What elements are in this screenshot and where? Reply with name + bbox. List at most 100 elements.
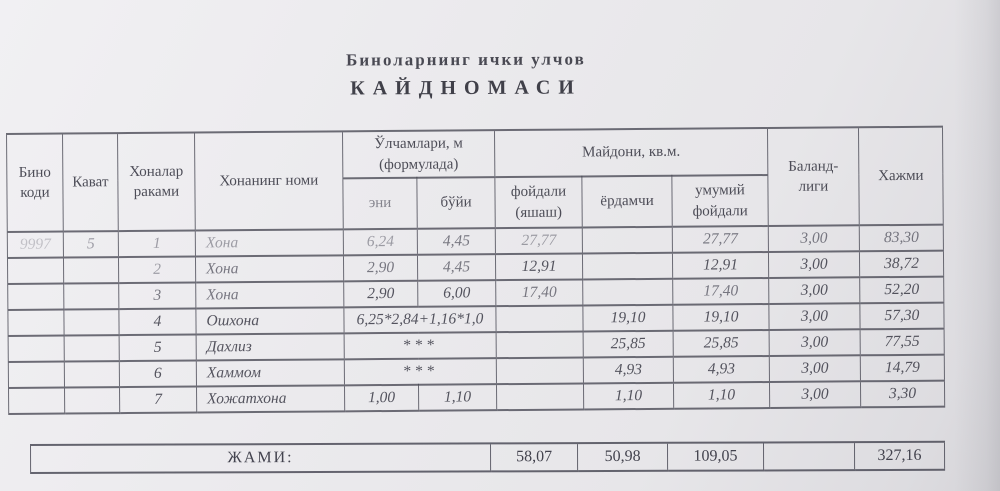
col-header-foydali: фойдали (яшаш): [494, 176, 583, 229]
cell-umumiy: 17,40: [672, 278, 769, 305]
total-balandligi: [763, 442, 855, 471]
cell-room-number: 2: [118, 256, 196, 284]
cell-umumiy: 27,77: [672, 226, 769, 253]
cell-hajmi: 52,20: [859, 276, 944, 304]
cell-room-name: Хожатхона: [196, 385, 345, 413]
cell-eni: 2,90: [343, 280, 418, 308]
col-header-hajmi: Хажми: [858, 126, 944, 226]
cell-yordamchi: 25,85: [583, 330, 674, 358]
cell-qavat: [64, 387, 120, 414]
cell-room-number: 5: [119, 334, 197, 362]
cell-qavat: [64, 335, 120, 362]
cell-umumiy: 1,10: [673, 382, 770, 409]
cell-room-name: Хона: [195, 229, 344, 257]
cell-boyi: 1,10: [418, 384, 497, 411]
cell-eni: 2,90: [343, 254, 418, 282]
cell-yordamchi: 1,10: [583, 382, 674, 410]
cell-room-number: 3: [118, 282, 196, 310]
cell-bino-kodi: 9997: [7, 231, 64, 258]
cell-bino-kodi: [7, 309, 65, 336]
cell-room-name: Хона: [195, 281, 344, 309]
total-umumiy: 109,05: [667, 442, 764, 471]
cell-eni: 1,00: [344, 384, 419, 412]
cell-foydali: 17,40: [495, 279, 583, 307]
col-header-qavat: Кават: [62, 133, 119, 232]
cell-bino-kodi: [7, 283, 64, 310]
cell-balandligi: 3,00: [769, 355, 861, 383]
cell-qavat: [63, 257, 119, 284]
measurements-table: Бино коди Кават Хоналар раками Хонанинг …: [6, 126, 945, 415]
total-label: ЖАМИ:: [30, 443, 491, 473]
cell-hajmi: 14,79: [860, 354, 945, 382]
cell-yordamchi: [582, 226, 673, 254]
cell-hajmi: 3,30: [860, 380, 945, 408]
cell-bino-kodi: [8, 387, 65, 414]
col-header-maydoni: Майдони, кв.м.: [494, 128, 768, 178]
cell-yordamchi: [582, 278, 673, 306]
cell-room-number: 7: [119, 386, 197, 414]
cell-room-name: Хона: [195, 255, 344, 283]
document-subtitle: КАЙДНОМАСИ: [350, 76, 582, 100]
cell-formula: 6,25*2,84+1,16*1,0: [343, 306, 497, 334]
col-header-boyi: бўйи: [416, 177, 496, 229]
col-header-balandligi: Баланд- лиги: [767, 127, 860, 227]
cell-foydali: [496, 357, 584, 385]
cell-foydali: [496, 331, 584, 359]
cell-hajmi: 77,55: [860, 328, 945, 356]
cell-balandligi: 3,00: [768, 277, 860, 305]
cell-yordamchi: 19,10: [582, 304, 674, 332]
cell-balandligi: 3,00: [769, 329, 861, 357]
cell-balandligi: 3,00: [768, 303, 861, 331]
cell-boyi: 4,45: [417, 228, 496, 255]
total-hajmi: 327,16: [854, 441, 945, 471]
total-row: ЖАМИ: 58,07 50,98 109,05 327,16: [30, 441, 945, 473]
cell-balandligi: 3,00: [768, 251, 860, 279]
cell-bino-kodi: [8, 361, 65, 388]
col-header-bino-kodi: Бино коди: [6, 133, 64, 232]
cell-boyi: 6,00: [417, 280, 496, 307]
cell-room-name: Хаммом: [196, 359, 345, 387]
cell-qavat: [63, 283, 119, 310]
cell-umumiy: 19,10: [672, 304, 770, 331]
document-title-block: Биноларнинг ички улчов КАЙДНОМАСИ: [0, 48, 932, 102]
col-header-ulchamlari: Ўлчамлари, м (формулада): [342, 130, 495, 179]
cell-eni: 6,24: [343, 228, 418, 256]
col-header-umumiy-foydali: умумий фойдали: [671, 175, 769, 227]
cell-room-number: 4: [118, 308, 197, 336]
col-header-xonalar-raqami: Хоналар раками: [117, 132, 196, 232]
total-foydali: 58,07: [490, 443, 578, 472]
cell-boyi: 4,45: [417, 254, 496, 281]
document-title: Биноларнинг ички улчов: [346, 49, 586, 70]
cell-room-number: 6: [119, 360, 197, 388]
cell-foydali: [495, 305, 584, 333]
cell-foydali: 12,91: [495, 253, 583, 281]
cell-yordamchi: [582, 252, 673, 280]
cell-room-number: 1: [118, 230, 196, 258]
cell-qavat: [63, 309, 120, 336]
cell-qavat: 5: [63, 231, 119, 258]
col-header-yordamchi: ёрдамчи: [581, 175, 673, 228]
cell-formula: ***: [344, 358, 497, 386]
col-header-xonaning-nomi: Хонанинг номи: [194, 131, 344, 231]
cell-foydali: 27,77: [495, 227, 583, 255]
cell-umumiy: 25,85: [673, 330, 770, 357]
cell-room-name: Ошхона: [195, 307, 345, 335]
cell-foydali: [496, 383, 584, 411]
cell-bino-kodi: [7, 257, 64, 284]
cell-room-name: Дахлиз: [196, 333, 345, 361]
cell-yordamchi: 4,93: [583, 356, 674, 384]
cell-balandligi: 3,00: [769, 381, 861, 409]
total-yordamchi: 50,98: [577, 442, 668, 472]
cell-hajmi: 57,30: [859, 302, 945, 330]
cell-hajmi: 83,30: [859, 224, 944, 252]
header-row-group: Бино коди Кават Хоналар раками Хонанинг …: [6, 126, 944, 232]
cell-umumiy: 12,91: [672, 252, 769, 279]
total-row-table: ЖАМИ: 58,07 50,98 109,05 327,16: [30, 441, 945, 474]
cell-balandligi: 3,00: [768, 225, 860, 253]
cell-formula: ***: [344, 332, 497, 360]
cell-bino-kodi: [8, 335, 65, 362]
col-header-eni: эни: [342, 177, 418, 230]
cell-umumiy: 4,93: [673, 356, 770, 383]
cell-hajmi: 38,72: [859, 250, 944, 278]
